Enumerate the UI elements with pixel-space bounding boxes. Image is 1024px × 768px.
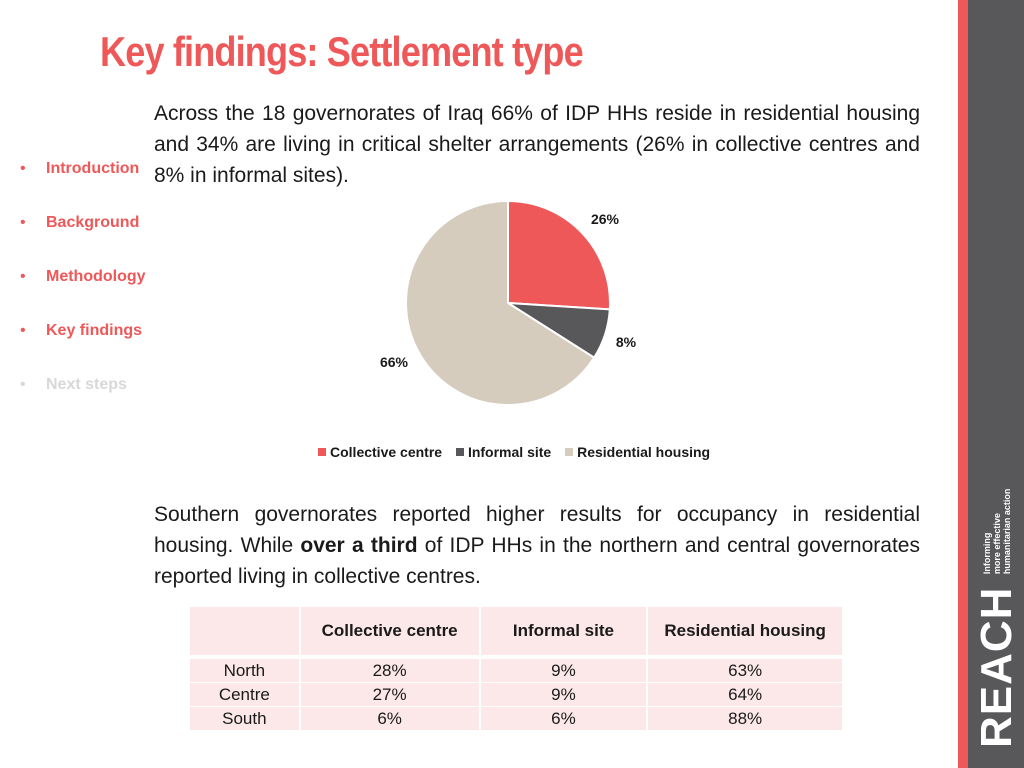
pie-data-label: 66%	[380, 354, 409, 370]
nav-bullet: •	[20, 214, 26, 231]
table-cell: 88%	[648, 707, 842, 731]
table-cell: 64%	[648, 683, 842, 707]
table-header-row: Collective centre Informal site Resident…	[190, 607, 842, 659]
pie-labels: 26% 8% 66%	[380, 211, 637, 370]
legend-label: Residential housing	[577, 444, 711, 460]
pie-slices	[405, 199, 611, 406]
logo-tagline-line: humanitarian action	[1002, 488, 1012, 575]
pie-slice-residential-housing	[405, 199, 596, 406]
nav-item-label: Background	[46, 214, 140, 231]
table-row: Centre 27% 9% 64%	[190, 683, 842, 707]
table-row-label: South	[190, 707, 299, 731]
regional-table: Collective centre Informal site Resident…	[188, 607, 844, 731]
table-row-label: Centre	[190, 683, 299, 707]
table-cell: 28%	[300, 659, 479, 683]
logo-wordmark: REACH	[972, 586, 1021, 748]
table-row: South 6% 6% 88%	[190, 707, 842, 731]
nav-item-background[interactable]: • Background	[20, 214, 139, 232]
legend-item-residential-housing: Residential housing	[565, 444, 710, 460]
reach-logo: REACH Informing more effective humanitaria…	[972, 489, 1022, 748]
table-header-cell: Informal site	[480, 607, 647, 659]
legend-swatch	[565, 448, 574, 456]
legend-item-collective-centre: Collective centre	[318, 444, 442, 460]
paragraph-emphasis: over a third	[300, 534, 418, 557]
nav-item-next-steps[interactable]: • Next steps	[20, 376, 127, 394]
pie-data-label: 26%	[591, 211, 620, 227]
logo-tagline: Informing more effective humanitarian acti…	[982, 489, 1012, 575]
table-header-empty	[190, 607, 299, 659]
table-cell: 6%	[480, 707, 647, 731]
page-title: Key findings: Settlement type	[100, 28, 584, 75]
pie-data-label: 8%	[616, 334, 637, 350]
table-cell: 6%	[300, 707, 479, 731]
nav-item-label: Introduction	[46, 160, 140, 177]
nav-bullet: •	[20, 160, 26, 177]
table-header-cell: Collective centre	[300, 607, 479, 659]
nav-item-key-findings[interactable]: • Key findings	[20, 322, 142, 340]
table-cell: 63%	[648, 659, 842, 683]
legend-label: Collective centre	[330, 444, 443, 460]
regional-paragraph: Southern governorates reported higher re…	[154, 499, 920, 592]
table-row-label: North	[190, 659, 299, 683]
logo-tagline-line: Informing	[982, 532, 992, 575]
nav-item-label: Next steps	[46, 376, 127, 393]
table-cell: 9%	[480, 659, 647, 683]
table-row: North 28% 9% 63%	[190, 659, 842, 683]
nav-bullet: •	[20, 322, 26, 339]
table-header-cell: Residential housing	[648, 607, 842, 659]
paragraph-text: of IDP HHs in the northern and central g…	[154, 534, 920, 588]
nav-item-introduction[interactable]: • Introduction	[20, 160, 139, 178]
settlement-pie-chart: 26% 8% 66%	[380, 199, 637, 406]
intro-paragraph: Across the 18 governorates of Iraq 66% o…	[154, 102, 920, 187]
nav-item-label: Methodology	[46, 268, 146, 285]
nav-bullet: •	[20, 376, 26, 393]
paragraph-text: Southern governorates reported higher re…	[154, 503, 920, 557]
pie-slice-collective-centre	[507, 199, 611, 311]
brand-sidebar	[958, 0, 1024, 768]
table-cell: 9%	[480, 683, 647, 707]
logo-tagline-line: more effective	[992, 513, 1002, 575]
legend-swatch	[318, 448, 326, 456]
legend-label: Informal site	[467, 444, 552, 460]
legend-item-informal-site: Informal site	[455, 444, 552, 460]
nav-item-label: Key findings	[46, 322, 143, 339]
nav-item-methodology[interactable]: • Methodology	[20, 268, 146, 286]
chart-legend: Collective centre Informal site Resident…	[318, 444, 720, 460]
table-cell: 27%	[300, 683, 479, 707]
nav-bullet: •	[20, 268, 26, 285]
legend-swatch	[455, 448, 464, 456]
